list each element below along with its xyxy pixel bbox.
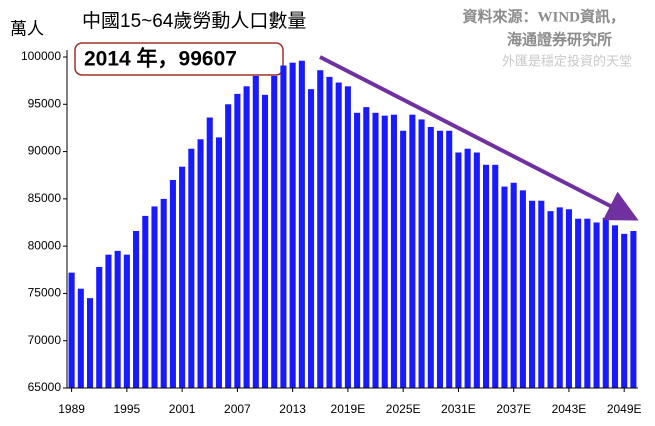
bar: [169, 179, 176, 388]
trend-arrow: [319, 55, 639, 221]
bar: [473, 152, 480, 388]
bar: [308, 89, 315, 388]
y-tick-label: 80000: [28, 238, 62, 252]
bar: [630, 231, 637, 388]
bar: [538, 200, 545, 388]
y-tick-label: 75000: [28, 286, 62, 300]
x-tick-label: 1989: [58, 402, 85, 416]
bar: [602, 217, 609, 388]
y-tick-label: 90000: [28, 144, 62, 158]
bar: [464, 148, 471, 388]
annotation: 2014 年，99607: [84, 47, 237, 71]
x-tick-label: 2037E: [496, 402, 531, 416]
bar: [96, 266, 103, 388]
bar: [455, 152, 462, 388]
bar: [436, 130, 444, 388]
bar: [335, 82, 342, 388]
y-tick-label: 70000: [28, 333, 62, 347]
bar: [344, 86, 351, 389]
x-tick-label: 1995: [114, 402, 141, 416]
bar: [215, 137, 222, 388]
bar: [77, 288, 84, 388]
x-tick-label: 2049E: [607, 402, 642, 416]
bar: [114, 250, 121, 388]
bar: [390, 114, 397, 388]
bar: [363, 107, 370, 388]
bar: [427, 126, 434, 389]
bar: [575, 218, 582, 388]
y-tick-label: 95000: [28, 96, 62, 110]
bar: [354, 112, 361, 388]
bar: [243, 86, 250, 389]
bar: [565, 209, 572, 388]
bar: [501, 186, 508, 388]
bar: [317, 70, 324, 389]
bar: [206, 117, 213, 389]
bar: [547, 211, 554, 388]
y-tick-label: 85000: [28, 191, 62, 205]
bar: [68, 272, 75, 388]
source: 資料來源：WIND資訊，: [462, 7, 625, 25]
bar: [483, 164, 490, 388]
bar: [179, 166, 186, 388]
watermark: 外匯是穩定投資的天堂: [502, 53, 632, 68]
bar: [510, 182, 517, 388]
bar: [492, 164, 499, 388]
x-tick-label: 2043E: [552, 402, 587, 416]
bar: [418, 119, 425, 388]
bar: [188, 148, 195, 388]
bar: [142, 215, 149, 388]
bar: [326, 76, 333, 389]
bar: [252, 75, 259, 389]
chart-title: 中國15~64歲勞動人口數量: [82, 10, 306, 32]
y-tick-label: 100000: [21, 49, 61, 63]
bar: [621, 233, 628, 388]
x-tick-label: 2031E: [441, 402, 476, 416]
x-tick-label: 2013: [279, 402, 306, 416]
bar: [197, 139, 204, 388]
bar: [289, 62, 296, 388]
bar: [519, 190, 526, 388]
bar: [133, 231, 140, 388]
bar: [234, 93, 241, 388]
bar: [593, 222, 600, 388]
x-tick-label: 2007: [224, 402, 251, 416]
bar: [446, 130, 453, 388]
x-tick-label: 2025E: [386, 402, 421, 416]
bar: [271, 75, 278, 389]
bar: [298, 60, 305, 389]
annotation-box: [74, 42, 284, 76]
bar: [611, 225, 619, 388]
bar: [409, 114, 416, 388]
x-tick-label: 2019E: [331, 402, 366, 416]
bar: [584, 218, 591, 388]
bar: [151, 206, 158, 388]
bar: [400, 130, 407, 388]
y-axis-title: 萬人: [10, 19, 44, 38]
bar: [556, 207, 563, 388]
y-tick-label: 65000: [28, 380, 62, 394]
bar: [123, 254, 130, 388]
bar: [372, 112, 379, 388]
bar: [105, 254, 112, 388]
bar: [381, 115, 388, 389]
bar: [160, 198, 167, 388]
bar: [225, 104, 232, 389]
bar: [280, 65, 287, 389]
bar: [261, 94, 269, 388]
bar: [529, 200, 536, 388]
source: 海通證券研究所: [507, 30, 612, 48]
bar: [86, 298, 94, 388]
x-tick-label: 2001: [169, 402, 196, 416]
